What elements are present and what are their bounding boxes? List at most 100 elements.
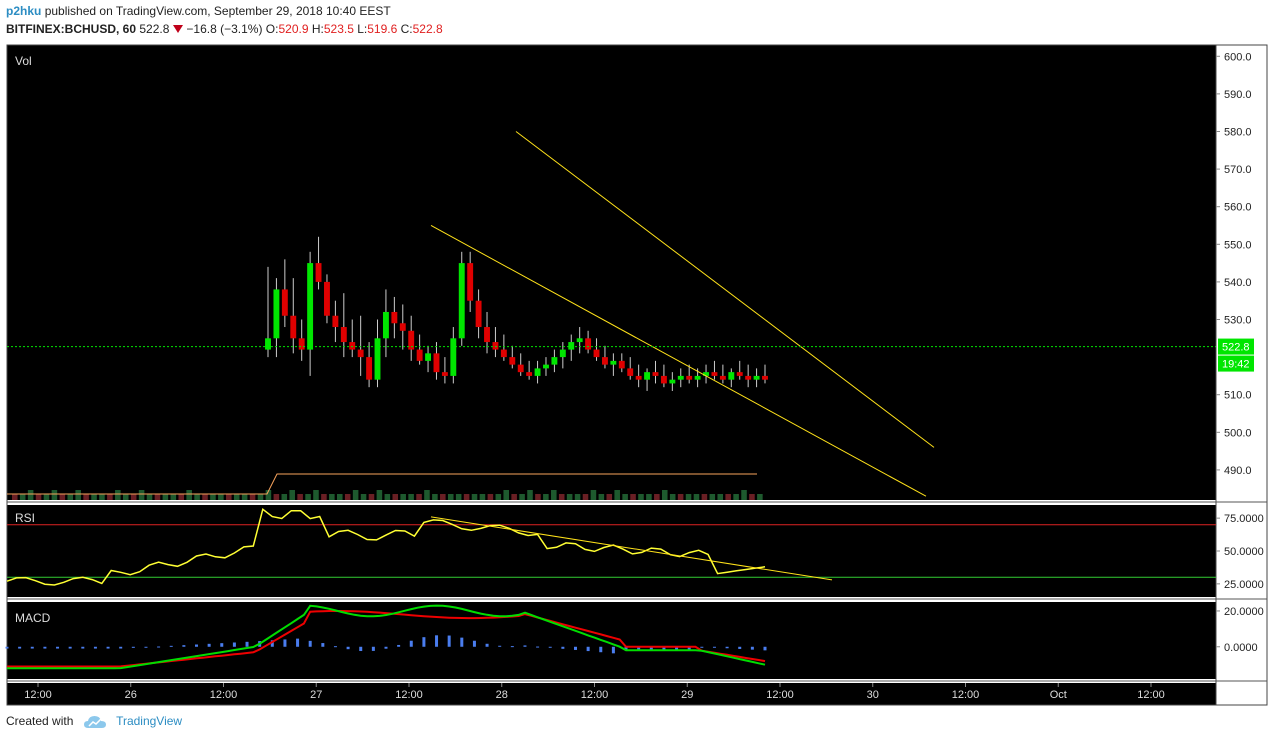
macd-histogram-bar [409,640,413,647]
author-name[interactable]: p2hku [6,4,42,18]
macd-histogram-bar [472,640,476,647]
rsi-pane-bg [7,505,1216,597]
volume-bar [487,494,494,500]
candle-body [635,375,642,380]
volume-bar [75,490,81,500]
macd-histogram-bar [93,646,97,649]
rsi-trendline [430,516,833,581]
volume-bar [566,494,573,500]
candle-body [719,375,726,380]
volume-bar [368,494,375,500]
open-value: 520.9 [278,22,309,36]
volume-bar [693,494,700,500]
macd-histogram-bar [498,645,502,647]
macd-histogram-bar [422,637,426,647]
volume-bar [35,494,42,500]
volume-bar [503,490,510,500]
volume-bar [91,494,97,500]
volume-bar [598,494,605,500]
volume-bar [408,494,414,500]
candle-body [391,311,398,324]
volume-ma-line [7,473,757,495]
volume-bar [59,494,66,500]
volume-bar [416,494,422,500]
time-tick-label: 28 [496,689,508,701]
low-label: L: [357,22,368,36]
candle-body [374,338,381,380]
time-tick-label: 12:00 [766,689,794,701]
close-value: 522.8 [412,22,443,36]
macd-tick-label: 0.0000 [1224,642,1258,654]
macd-histogram-bar [5,646,9,649]
price-tick-label: 590.0 [1224,89,1252,101]
volume-bar [638,494,644,500]
candle-body [399,323,406,331]
macd-histogram-bar [220,643,224,647]
macd-histogram-bar [675,646,679,651]
volume-bar [218,494,224,500]
volume-bar [384,494,391,500]
macd-histogram-bar [662,646,666,651]
macd-histogram-bar [346,646,350,650]
volume-bar [265,490,272,500]
candle-body [349,342,356,350]
candle-body [517,364,524,373]
candle-body [450,338,457,376]
time-tick-label: 12:00 [24,689,52,701]
time-tick-label: 12:00 [952,689,980,701]
upper-trendline [515,131,935,448]
macd-histogram-bar [119,646,123,649]
volume-group [12,490,763,500]
tradingview-link[interactable]: TradingView [116,714,183,728]
macd-histogram-bar [182,645,186,647]
macd-histogram-bar [738,646,742,649]
volume-bar [99,494,105,500]
volume-bar [107,494,113,500]
macd-histogram-bar [536,646,540,648]
volume-bar [186,490,192,500]
rsi-pane-label: RSI [15,511,35,525]
candle-body [618,360,625,369]
volume-bar [19,494,26,500]
candle-body [585,338,592,350]
macd-histogram-bar [157,646,161,648]
macd-histogram-bar [207,643,211,647]
macd-histogram-bar [232,642,236,647]
volume-bar [130,494,137,500]
volume-bar [226,494,232,500]
candle-body [265,338,271,350]
candle-body [694,375,701,380]
volume-bar [440,494,446,500]
macd-histogram-bar [245,641,249,647]
candle-body [366,357,373,380]
volume-bar [43,494,50,500]
macd-histogram-bar [169,645,173,647]
volume-bar [654,494,660,500]
volume-bar [424,490,430,500]
volume-bar [709,494,716,500]
close-label: C: [400,22,413,36]
macd-histogram-bar [548,646,552,648]
volume-bar [535,494,541,500]
volume-bar [669,494,676,500]
price-tick-label: 510.0 [1224,390,1252,402]
volume-bar [257,494,264,500]
volume-bar [241,494,248,500]
time-tick-label: 29 [681,689,693,701]
candle-body [669,379,676,384]
candle-body [736,372,743,376]
candle-body [602,357,608,365]
price-tick-label: 580.0 [1224,126,1252,138]
volume-bar [376,490,383,500]
down-triangle-icon [173,25,184,33]
candle-body [290,315,297,339]
published-text: published on TradingView.com, September … [44,4,391,18]
volume-bar [701,494,708,500]
volume-bar [400,494,406,500]
candle-body [357,349,364,358]
volume-bar [12,494,18,500]
macd-pane-bg [7,602,1216,679]
rsi-tick-label: 25.0000 [1224,579,1264,591]
volume-bar [582,494,589,500]
